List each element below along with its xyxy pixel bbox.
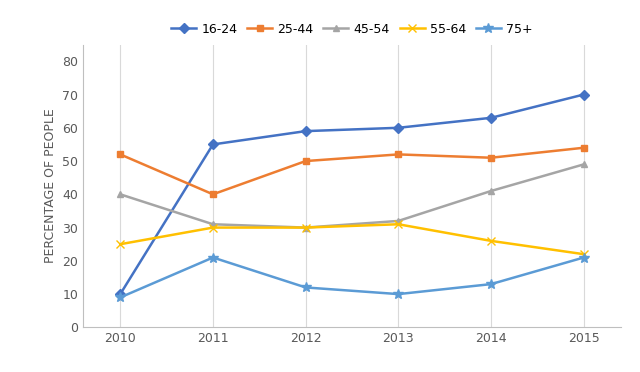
45-54 <box>487 189 495 193</box>
75+ <box>116 295 124 300</box>
75+ <box>302 285 310 290</box>
55-64 <box>209 225 217 230</box>
16-24 <box>116 292 124 296</box>
75+ <box>209 255 217 260</box>
75+ <box>580 255 588 260</box>
16-24 <box>394 126 402 130</box>
16-24 <box>209 142 217 147</box>
45-54 <box>580 162 588 167</box>
55-64 <box>487 239 495 243</box>
25-44 <box>487 155 495 160</box>
25-44 <box>302 159 310 163</box>
16-24 <box>487 116 495 120</box>
Legend: 16-24, 25-44, 45-54, 55-64, 75+: 16-24, 25-44, 45-54, 55-64, 75+ <box>172 23 532 36</box>
55-64 <box>116 242 124 246</box>
45-54 <box>302 225 310 230</box>
Line: 55-64: 55-64 <box>116 220 588 258</box>
16-24 <box>580 92 588 97</box>
55-64 <box>302 225 310 230</box>
Line: 16-24: 16-24 <box>117 91 587 298</box>
45-54 <box>209 222 217 227</box>
55-64 <box>394 222 402 227</box>
Y-axis label: PERCENTAGE OF PEOPLE: PERCENTAGE OF PEOPLE <box>44 109 57 263</box>
25-44 <box>394 152 402 157</box>
75+ <box>394 292 402 296</box>
Line: 25-44: 25-44 <box>117 144 587 198</box>
Line: 45-54: 45-54 <box>117 161 587 231</box>
25-44 <box>580 145 588 150</box>
25-44 <box>209 192 217 196</box>
55-64 <box>580 252 588 256</box>
75+ <box>487 282 495 286</box>
45-54 <box>394 219 402 223</box>
16-24 <box>302 129 310 133</box>
45-54 <box>116 192 124 196</box>
Line: 75+: 75+ <box>115 253 589 302</box>
25-44 <box>116 152 124 157</box>
